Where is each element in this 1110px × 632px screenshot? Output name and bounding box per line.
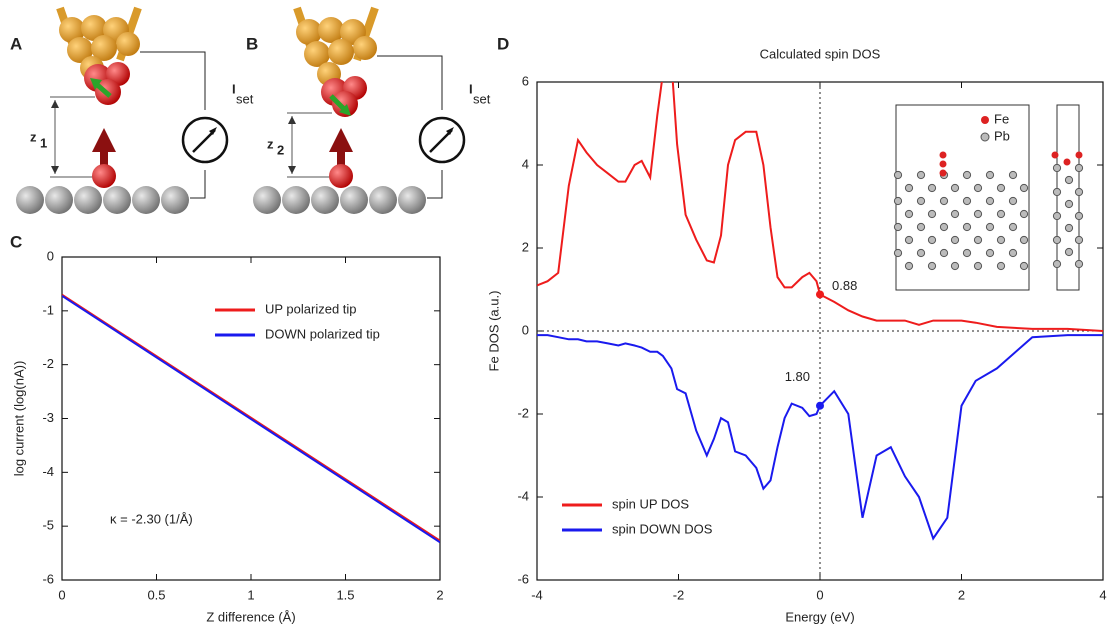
y-tick-label: -4 [517,488,529,503]
marker-dot [816,290,824,299]
y-tick-label: 0 [522,322,529,337]
current-label: I [469,81,473,96]
x-tick-label: -4 [531,587,543,602]
marker-label: 1.80 [785,369,810,384]
legend-label: DOWN polarized tip [265,326,380,341]
y-tick-label: 6 [522,73,529,88]
y-tick-label: -4 [42,464,54,479]
x-tick-label: 2 [958,587,965,602]
legend-label: spin DOWN DOS [612,521,713,536]
annotation: κ = -2.30 (1/Å) [110,511,193,526]
y-axis-label: Fe DOS (a.u.) [486,291,501,372]
panel-label: B [246,34,258,53]
stm-diagram: z 2 I set [253,6,491,214]
x-tick-label: 2 [436,587,443,602]
y-tick-label: -3 [42,410,54,425]
current-label: I [232,81,236,96]
y-tick-label: -1 [42,302,54,317]
series-line [537,82,1103,332]
panel-label: A [10,34,22,53]
x-tick-label: 0 [58,587,65,602]
gap-label: z [267,136,274,151]
chart-title: Calculated spin DOS [760,46,881,61]
inset-legend-label: Fe [994,111,1009,126]
inset-legend-label: Pb [994,128,1010,143]
gap-sub: 2 [277,142,284,157]
y-tick-label: -2 [517,405,529,420]
inset-structure: Fe Pb [893,104,1084,291]
legend-label: spin UP DOS [612,496,689,511]
stm-diagram: z 1 I set [16,6,254,214]
x-tick-label: -2 [673,587,685,602]
series-line [537,334,1103,541]
current-sub: set [473,91,491,106]
y-axis-label: log current (log(nA)) [11,361,26,477]
x-tick-label: 0.5 [147,587,165,602]
x-tick-label: 0 [816,587,823,602]
x-tick-label: 4 [1099,587,1106,602]
y-tick-label: -6 [42,571,54,586]
y-tick-label: -5 [42,518,54,533]
series-line [62,294,440,544]
x-axis-label: Z difference (Å) [206,609,295,624]
y-tick-label: 4 [522,156,529,171]
legend-label: UP polarized tip [265,301,357,316]
gap-sub: 1 [40,135,47,150]
y-tick-label: 2 [522,239,529,254]
x-axis-label: Energy (eV) [785,609,854,624]
x-tick-label: 1 [247,587,254,602]
y-tick-label: 0 [47,248,54,263]
marker-label: 0.88 [832,278,857,293]
x-tick-label: 1.5 [336,587,354,602]
panel-label: D [497,34,509,53]
marker-dot [816,401,824,410]
current-sub: set [236,91,254,106]
y-tick-label: -2 [42,356,54,371]
gap-label: z [30,129,37,144]
panel-label: C [10,232,22,251]
y-tick-label: -6 [517,571,529,586]
